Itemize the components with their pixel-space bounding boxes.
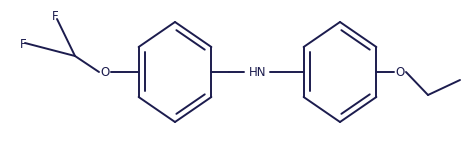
Text: HN: HN <box>249 66 267 78</box>
Text: O: O <box>100 66 110 78</box>
Text: F: F <box>20 39 27 51</box>
Text: F: F <box>52 11 59 24</box>
Text: O: O <box>395 66 405 78</box>
